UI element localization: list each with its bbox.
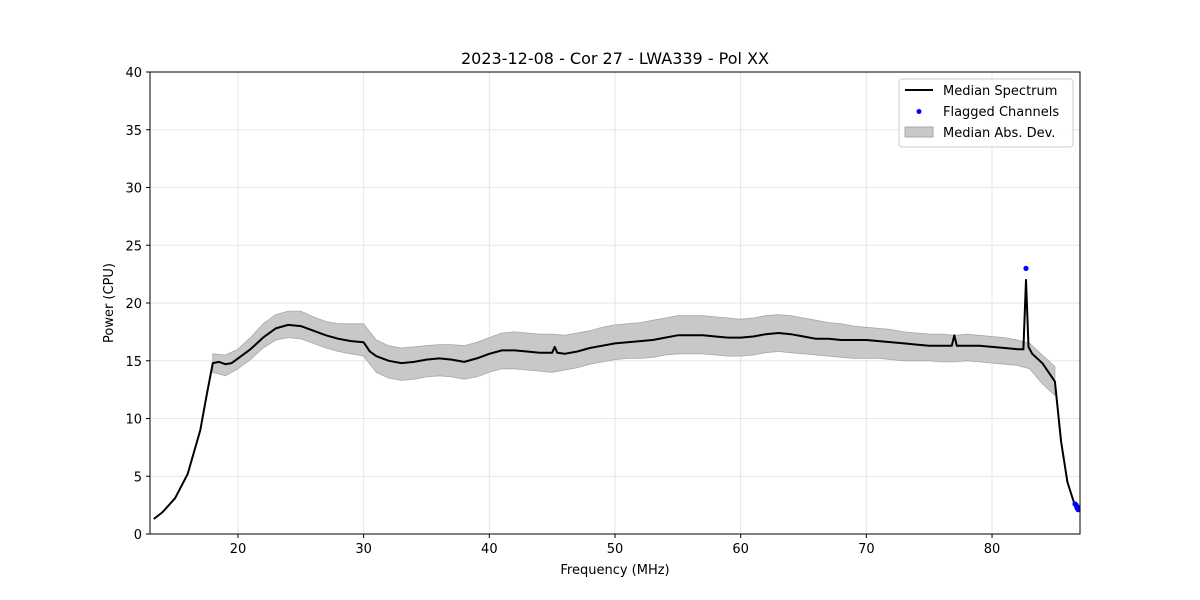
y-axis-ticks: 0 5 10 15 20 25 30 35 40: [125, 66, 150, 543]
y-tick-label: 25: [125, 239, 142, 254]
y-tick-label: 5: [134, 470, 142, 485]
legend: Median Spectrum Flagged Channels Median …: [898, 78, 1074, 148]
x-tick-label: 30: [355, 542, 372, 557]
y-axis-label: Power (CPU): [102, 263, 117, 343]
x-tick-label: 50: [607, 542, 624, 557]
y-tick-label: 0: [134, 528, 142, 543]
y-tick-label: 30: [125, 182, 142, 197]
y-tick-label: 10: [125, 413, 142, 428]
median-line-layer: [153, 278, 1081, 520]
x-tick-label: 70: [858, 542, 875, 557]
y-tick-label: 40: [125, 66, 142, 81]
x-axis-label: Frequency (MHz): [560, 563, 669, 578]
legend-flagged-label: Flagged Channels: [943, 105, 1059, 120]
median-spectrum-line: [153, 278, 1081, 520]
legend-median-label: Median Spectrum: [943, 84, 1057, 99]
flagged-channel-point: [1023, 265, 1029, 271]
legend-dot-swatch: [916, 109, 922, 114]
mad-band-layer: [212, 310, 1056, 397]
y-tick-label: 35: [125, 124, 142, 139]
x-tick-label: 20: [230, 542, 247, 557]
chart-title: 2023-12-08 - Cor 27 - LWA339 - Pol XX: [461, 49, 769, 68]
y-tick-label: 20: [125, 297, 142, 312]
x-tick-label: 40: [481, 542, 498, 557]
legend-band-label: Median Abs. Dev.: [943, 126, 1055, 141]
y-tick-label: 15: [125, 355, 142, 370]
flagged-channel-point: [1075, 507, 1081, 513]
x-tick-label: 60: [732, 542, 749, 557]
mad-band: [212, 310, 1056, 397]
flagged-points-layer: [1023, 265, 1081, 513]
x-tick-label: 80: [984, 542, 1001, 557]
legend-band-swatch: [904, 126, 934, 138]
x-axis-ticks: 20 30 40 50 60 70 80: [230, 534, 1001, 557]
legend-box: [898, 78, 1074, 148]
